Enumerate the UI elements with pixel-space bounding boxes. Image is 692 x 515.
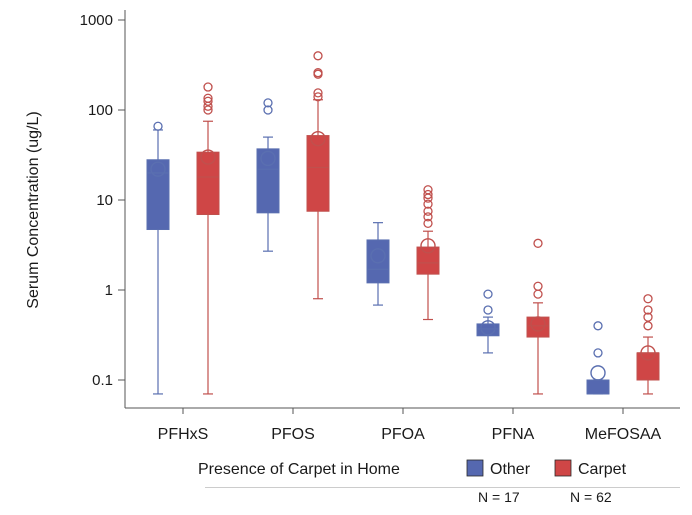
box-group — [636, 294, 660, 395]
outlier-point — [533, 281, 543, 291]
box-group — [256, 98, 280, 252]
mean-marker — [260, 150, 276, 167]
legend-swatch-other — [466, 459, 484, 477]
outlier-point — [203, 105, 213, 115]
y-tick-label: 10 — [96, 192, 113, 209]
outlier-point — [643, 312, 653, 322]
mean-marker — [420, 238, 436, 254]
box — [306, 135, 330, 212]
y-tick-label: 0.1 — [92, 372, 113, 389]
outlier-point — [203, 82, 213, 92]
y-ticks: 0.1 1 10 100 1000 — [80, 12, 125, 389]
x-ticks: PFHxS PFOS PFOA PFNA MeFOSAA — [158, 408, 662, 443]
legend-swatch-carpet — [554, 459, 572, 477]
box — [256, 148, 280, 214]
outlier-point — [483, 305, 493, 315]
mean-marker — [370, 248, 386, 264]
boxes — [146, 51, 660, 395]
box — [586, 379, 610, 395]
outlier-point — [313, 92, 323, 102]
mean-marker — [640, 345, 656, 361]
box-group — [476, 289, 500, 354]
outlier-point — [313, 88, 323, 98]
sample-size-other: N = 17 — [478, 489, 520, 505]
box-group — [526, 238, 550, 395]
boxplot-chart: 0.1 1 10 100 1000 PFHxS PFOS PFOA PFNA MeFOSAA S… — [25, 10, 680, 478]
x-tick-label: PFNA — [492, 426, 535, 443]
mean-marker — [530, 316, 546, 332]
outlier-point — [313, 51, 323, 61]
sample-size-carpet: N = 62 — [570, 489, 612, 505]
outlier-point — [423, 199, 433, 209]
x-tick-label: PFHxS — [158, 426, 209, 443]
outlier-point — [593, 348, 603, 358]
y-axis-label: Serum Concentration (ug/L) — [25, 111, 42, 308]
box-group — [146, 121, 170, 395]
mean-marker — [310, 130, 326, 147]
outlier-point — [423, 206, 433, 216]
mean-marker — [200, 149, 216, 165]
box — [526, 316, 550, 338]
legend-label-carpet: Carpet — [578, 461, 627, 478]
mean-marker — [150, 161, 166, 177]
outlier-point — [643, 294, 653, 304]
box — [196, 151, 220, 216]
outlier-point — [423, 212, 433, 222]
outlier-point — [533, 289, 543, 299]
box — [416, 246, 440, 275]
outlier-point — [153, 121, 163, 131]
mean-marker — [480, 320, 496, 336]
outlier-point — [313, 68, 323, 78]
box — [476, 323, 500, 337]
y-tick-label: 100 — [88, 102, 113, 119]
box — [366, 239, 390, 284]
legend-label-other: Other — [490, 461, 531, 478]
y-tick-label: 1 — [105, 282, 113, 299]
outlier-point — [483, 289, 493, 299]
outlier-point — [593, 321, 603, 331]
outlier-point — [533, 238, 543, 248]
divider — [205, 487, 680, 488]
outlier-point — [263, 105, 273, 115]
outlier-point — [203, 96, 213, 106]
x-tick-label: MeFOSAA — [585, 426, 662, 443]
box-group — [366, 222, 390, 306]
x-tick-label: PFOS — [271, 426, 315, 443]
outlier-point — [423, 189, 433, 200]
y-tick-label: 1000 — [80, 12, 113, 29]
outlier-point — [643, 305, 653, 315]
box — [146, 159, 170, 231]
box-group — [196, 82, 220, 395]
legend-title: Presence of Carpet in Home — [198, 461, 400, 478]
outlier-point — [643, 321, 653, 331]
box — [636, 352, 660, 381]
box-group — [586, 321, 610, 395]
outlier-point — [423, 218, 433, 229]
outlier-point — [203, 93, 213, 103]
x-tick-label: PFOA — [381, 426, 425, 443]
legend: Presence of Carpet in Home Other Carpet — [198, 459, 627, 478]
outlier-point — [423, 185, 433, 195]
mean-marker — [590, 365, 606, 381]
box-group — [416, 185, 440, 321]
outlier-point — [263, 98, 273, 108]
box-group — [306, 51, 330, 300]
